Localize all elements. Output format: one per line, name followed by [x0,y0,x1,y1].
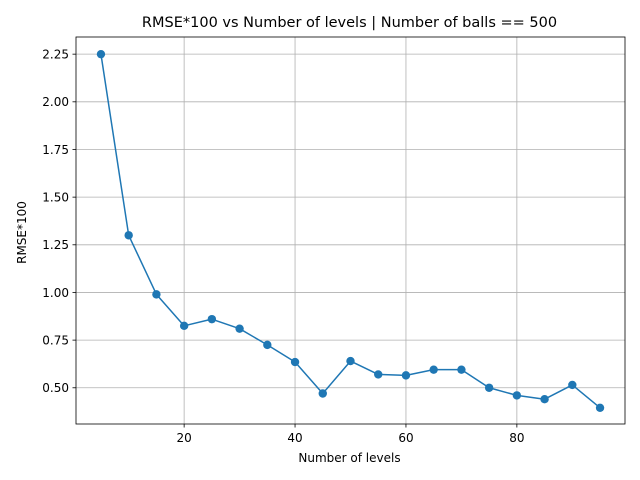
x-tick-label: 20 [176,431,191,445]
data-point-marker [124,231,133,240]
data-point-marker [235,324,244,333]
data-point-marker [429,365,438,374]
data-point-marker [457,365,466,374]
y-axis-ticks: 0.50 0.75 1.00 1.25 1.50 1.75 2.00 2.25 [42,47,76,395]
chart-title: RMSE*100 vs Number of levels | Number of… [142,15,557,31]
y-tick-label: 0.50 [42,381,69,395]
data-point-marker [595,403,605,412]
data-point-marker [346,356,355,366]
data-point-marker [290,357,300,367]
x-tick-label: 80 [509,431,524,445]
data-point-marker [484,383,494,392]
x-tick-label: 40 [287,431,302,445]
y-tick-label: 2.00 [42,95,69,109]
y-tick-label: 1.00 [42,286,69,300]
data-point-marker [540,395,549,404]
series-line-group [96,49,605,412]
x-tick-label: 60 [398,431,413,445]
y-tick-label: 1.25 [42,238,69,252]
data-point-marker [401,371,411,380]
plot-area-frame [75,36,626,425]
y-tick-label: 1.75 [42,143,69,157]
grid-lines [76,37,625,424]
data-point-marker [318,389,327,398]
x-axis-ticks: 20 40 60 80 [176,424,525,445]
data-point-marker [207,314,217,324]
data-point-marker [96,49,106,59]
data-point-marker [512,391,522,400]
y-tick-label: 2.25 [42,47,69,61]
data-point-marker [179,321,189,331]
data-point-marker [152,290,161,299]
data-point-marker [374,370,383,379]
data-point-marker [568,380,577,390]
y-tick-label: 1.50 [42,190,69,204]
x-axis-label: Number of levels [298,451,400,465]
data-point-marker [263,340,272,350]
y-tick-label: 0.75 [42,333,69,347]
y-axis-label: RMSE*100 [15,201,29,264]
